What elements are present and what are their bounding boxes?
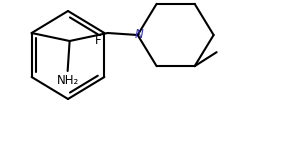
Text: NH₂: NH₂ xyxy=(57,75,79,87)
Text: F: F xyxy=(95,35,102,47)
Text: N: N xyxy=(134,29,143,41)
